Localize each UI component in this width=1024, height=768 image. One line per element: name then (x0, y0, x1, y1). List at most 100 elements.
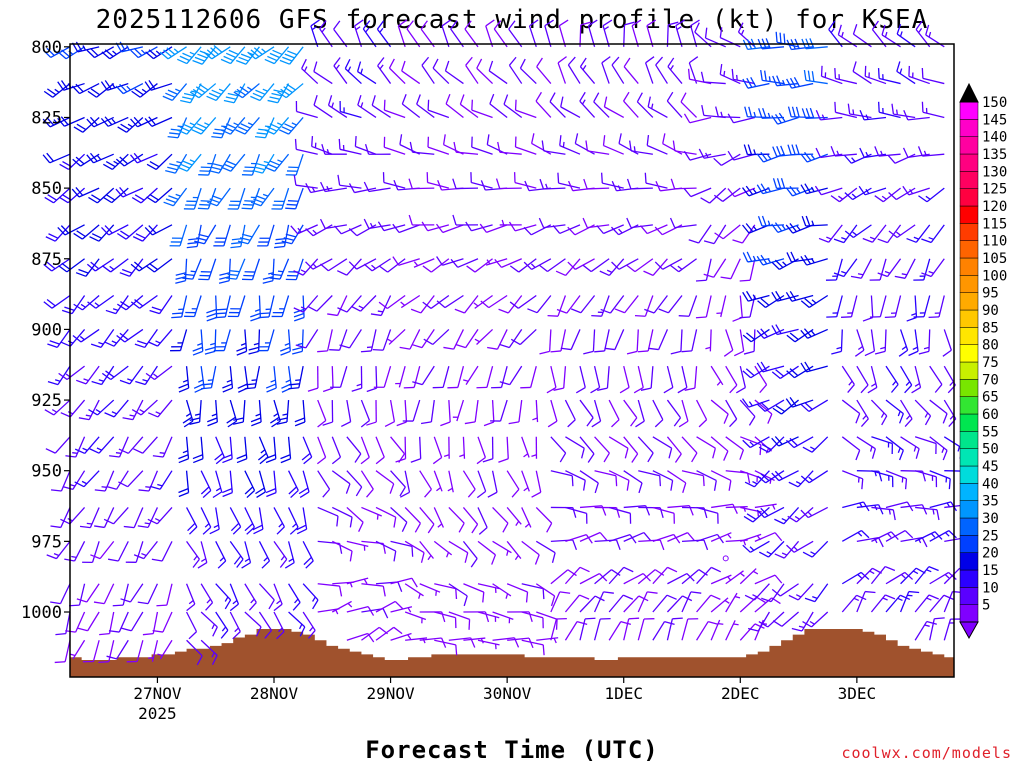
wind-barb (264, 46, 290, 65)
barb-feather (274, 245, 285, 249)
barb-feather (101, 51, 111, 60)
wind-barb (151, 541, 173, 562)
wind-barb (476, 365, 494, 389)
barb-shaft (237, 187, 246, 210)
barb-shaft (623, 470, 643, 484)
barb-feather (377, 221, 385, 231)
barb-feather (112, 604, 124, 607)
wind-barb (527, 295, 552, 314)
barb-shaft (811, 540, 829, 558)
wind-barb (800, 183, 828, 195)
barb-feather (760, 151, 768, 161)
barb-feather (593, 92, 600, 103)
wind-barb (361, 506, 382, 520)
barb-feather (276, 421, 288, 425)
barb-feather (756, 509, 765, 519)
barb-shaft (887, 258, 902, 277)
barb-shaft (108, 611, 115, 634)
barb-shaft (805, 79, 828, 85)
barb-shaft (301, 68, 319, 85)
wind-barb (831, 329, 843, 355)
barb-shaft (361, 583, 384, 587)
barb-half-feather (347, 66, 352, 72)
wind-barb (608, 594, 634, 613)
barb-shaft (929, 365, 943, 385)
wind-barb (921, 101, 945, 119)
barb-feather (741, 187, 750, 197)
barb-feather (182, 96, 193, 100)
barb-feather (727, 113, 735, 124)
wind-barb (388, 58, 406, 85)
barb-half-feather (766, 551, 772, 555)
barb-shaft (623, 399, 638, 419)
barb-shaft (51, 294, 71, 309)
wind-barb (307, 366, 319, 392)
barb-half-feather (326, 185, 330, 192)
barb-feather (49, 340, 60, 345)
barb-feather (86, 49, 95, 58)
chart-title: 2025112606 GFS forecast wind profile (kt… (96, 5, 929, 35)
wind-barb (644, 295, 668, 314)
barb-feather (432, 58, 439, 69)
barb-shaft (371, 258, 391, 272)
wind-barb (200, 366, 217, 390)
wind-barb (532, 400, 539, 423)
barb-half-feather (862, 414, 867, 420)
barb-feather (289, 383, 300, 386)
wind-barb (531, 436, 538, 459)
barb-feather (255, 626, 262, 637)
barb-feather (604, 347, 615, 351)
barb-shaft (908, 187, 930, 196)
barb-feather (536, 57, 543, 68)
wind-barb (101, 258, 129, 273)
colorbar-swatch (959, 413, 979, 432)
wind-barb (401, 93, 421, 118)
barb-feather (94, 489, 106, 492)
barb-feather (399, 346, 411, 350)
barb-shaft (442, 365, 450, 388)
terrain-fill (70, 628, 954, 677)
barb-feather (165, 92, 176, 98)
barb-half-feather (505, 593, 509, 599)
barb-shaft (835, 258, 843, 281)
barb-shaft (375, 540, 397, 552)
barb-feather (337, 307, 348, 313)
barb-feather (349, 550, 353, 562)
barb-half-feather (887, 533, 892, 538)
barb-shaft (770, 583, 785, 603)
barb-feather (198, 233, 209, 238)
barb-feather (262, 276, 274, 280)
barb-half-feather (897, 597, 903, 602)
barb-half-feather (142, 379, 148, 382)
wind-barb (331, 470, 351, 494)
barb-shaft (289, 46, 304, 65)
barb-shaft (646, 144, 668, 155)
barb-shaft (96, 187, 115, 204)
barb-shaft (409, 329, 421, 350)
barb-feather (594, 350, 605, 353)
barb-feather (852, 61, 857, 72)
wind-barb (844, 224, 872, 239)
barb-shaft (419, 436, 422, 459)
barb-feather (292, 602, 301, 611)
barb-feather (115, 85, 124, 95)
barb-feather (261, 560, 270, 569)
wind-barb (152, 436, 173, 458)
wind-barb (462, 540, 478, 568)
barb-half-feather (944, 532, 950, 537)
wind-barb (553, 366, 567, 391)
barb-feather (412, 381, 423, 386)
wind-barb (405, 637, 428, 644)
wind-barb (94, 507, 115, 529)
wind-barb (50, 583, 71, 605)
wind-barb (506, 470, 520, 498)
barb-half-feather (98, 379, 105, 382)
barb-feather (89, 152, 98, 162)
barb-feather (223, 126, 234, 132)
wind-barb (337, 174, 362, 189)
barb-feather (567, 569, 577, 577)
barb-shaft (713, 258, 727, 278)
wind-barb (908, 65, 930, 85)
wind-barb (802, 540, 829, 558)
wind-barb (670, 329, 683, 355)
